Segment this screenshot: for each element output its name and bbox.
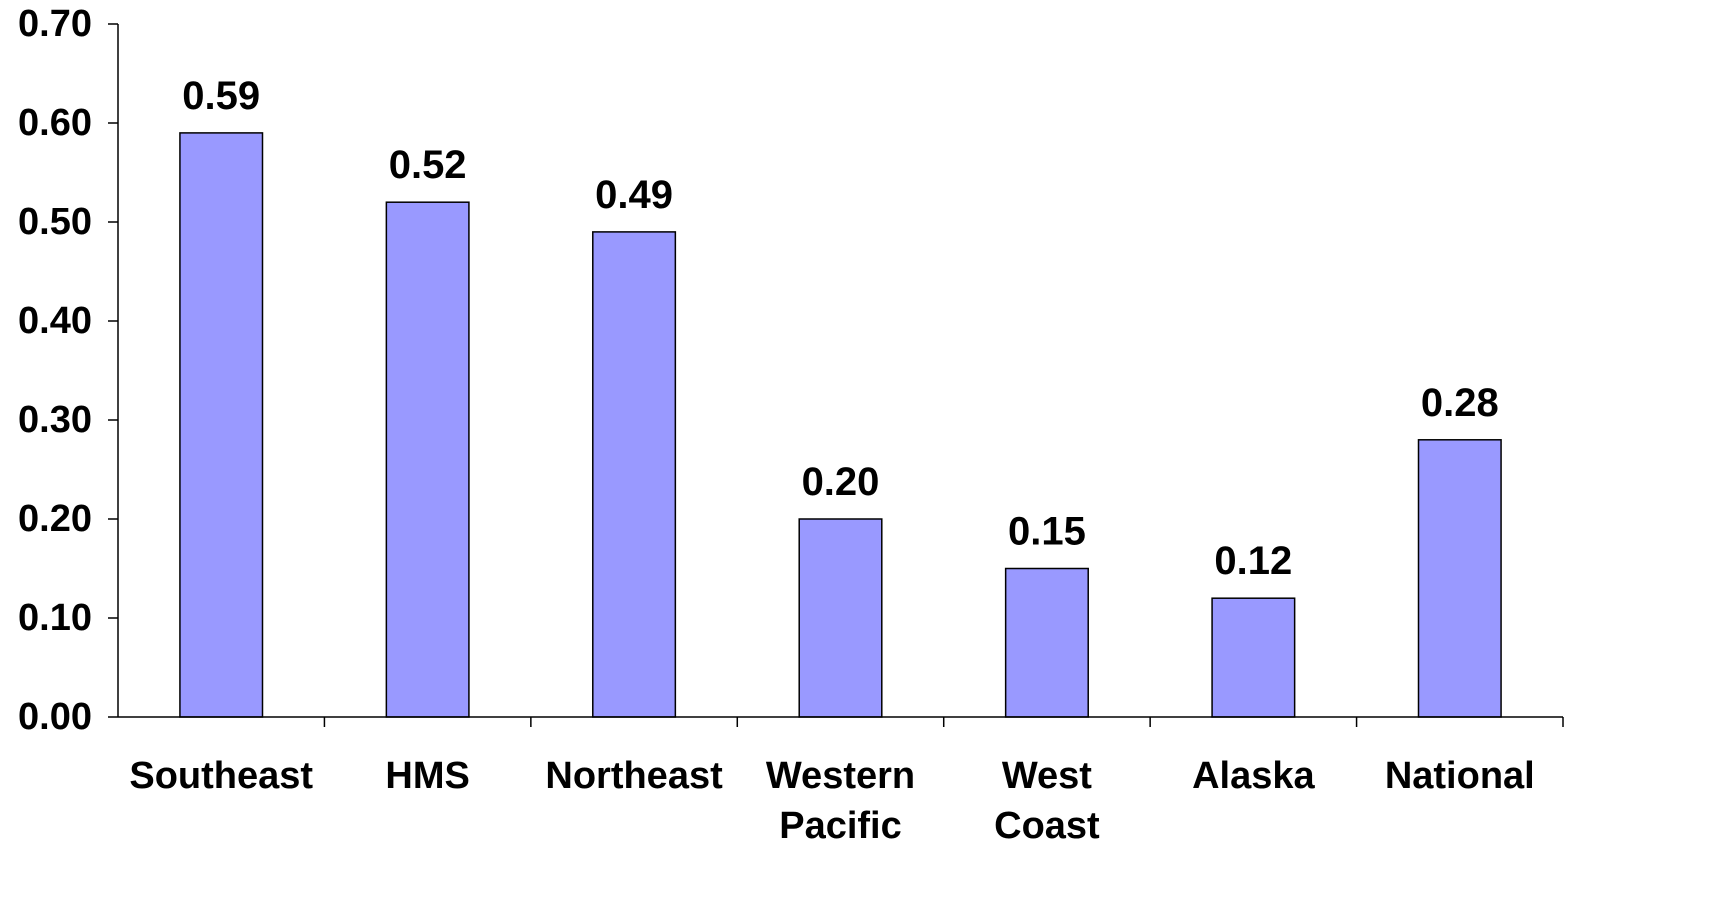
bar — [1004, 567, 1089, 718]
y-tick-label: 0.70 — [18, 3, 92, 45]
category-label: HMS — [385, 755, 469, 797]
value-label: 0.59 — [182, 74, 260, 118]
category-label: Northeast — [545, 755, 723, 797]
category-label-line: National — [1385, 755, 1535, 797]
category-label-line: Southeast — [129, 755, 313, 797]
value-label: 0.12 — [1214, 539, 1292, 583]
category-label: National — [1385, 755, 1535, 797]
bar — [1417, 439, 1502, 718]
category-label: West Coast — [994, 755, 1100, 847]
category-label-line: Northeast — [545, 755, 723, 797]
category-label-line: Alaska — [1192, 755, 1315, 797]
y-tick-label: 0.60 — [18, 102, 92, 144]
y-axis-tick-labels: 0.00 0.10 0.20 0.30 0.40 0.50 0.60 0.70 — [18, 3, 92, 738]
y-tick-label: 0.00 — [18, 696, 92, 738]
y-axis-ticks — [108, 23, 118, 718]
category-label-line: West — [1002, 755, 1092, 797]
y-tick-label: 0.20 — [18, 498, 92, 540]
bar — [798, 518, 883, 718]
bar — [385, 201, 470, 718]
y-tick-label: 0.40 — [18, 300, 92, 342]
value-label: 0.15 — [1008, 510, 1086, 554]
category-label-line: HMS — [385, 755, 469, 797]
bar — [1211, 597, 1296, 718]
value-label: 0.20 — [802, 460, 880, 504]
y-tick-label: 0.50 — [18, 201, 92, 243]
bar — [179, 132, 264, 718]
category-label-line: Coast — [994, 805, 1100, 847]
category-label: Western Pacific — [766, 755, 915, 847]
y-tick-label: 0.10 — [18, 597, 92, 639]
value-label: 0.28 — [1421, 381, 1499, 425]
value-label: 0.52 — [389, 143, 467, 187]
y-tick-label: 0.30 — [18, 399, 92, 441]
category-label: Alaska — [1192, 755, 1315, 797]
category-label-line: Pacific — [779, 805, 902, 847]
x-axis-ticks — [323, 717, 1564, 727]
bar — [592, 231, 677, 718]
value-labels: 0.59 0.52 0.49 0.20 0.15 0.12 0.28 — [182, 74, 1498, 583]
bars — [179, 132, 1502, 718]
category-label: Southeast — [129, 755, 313, 797]
category-label-line: Western — [766, 755, 915, 797]
value-label: 0.49 — [595, 173, 673, 217]
category-labels: Southeast HMS Northeast Western Pacific West C… — [129, 755, 1534, 847]
